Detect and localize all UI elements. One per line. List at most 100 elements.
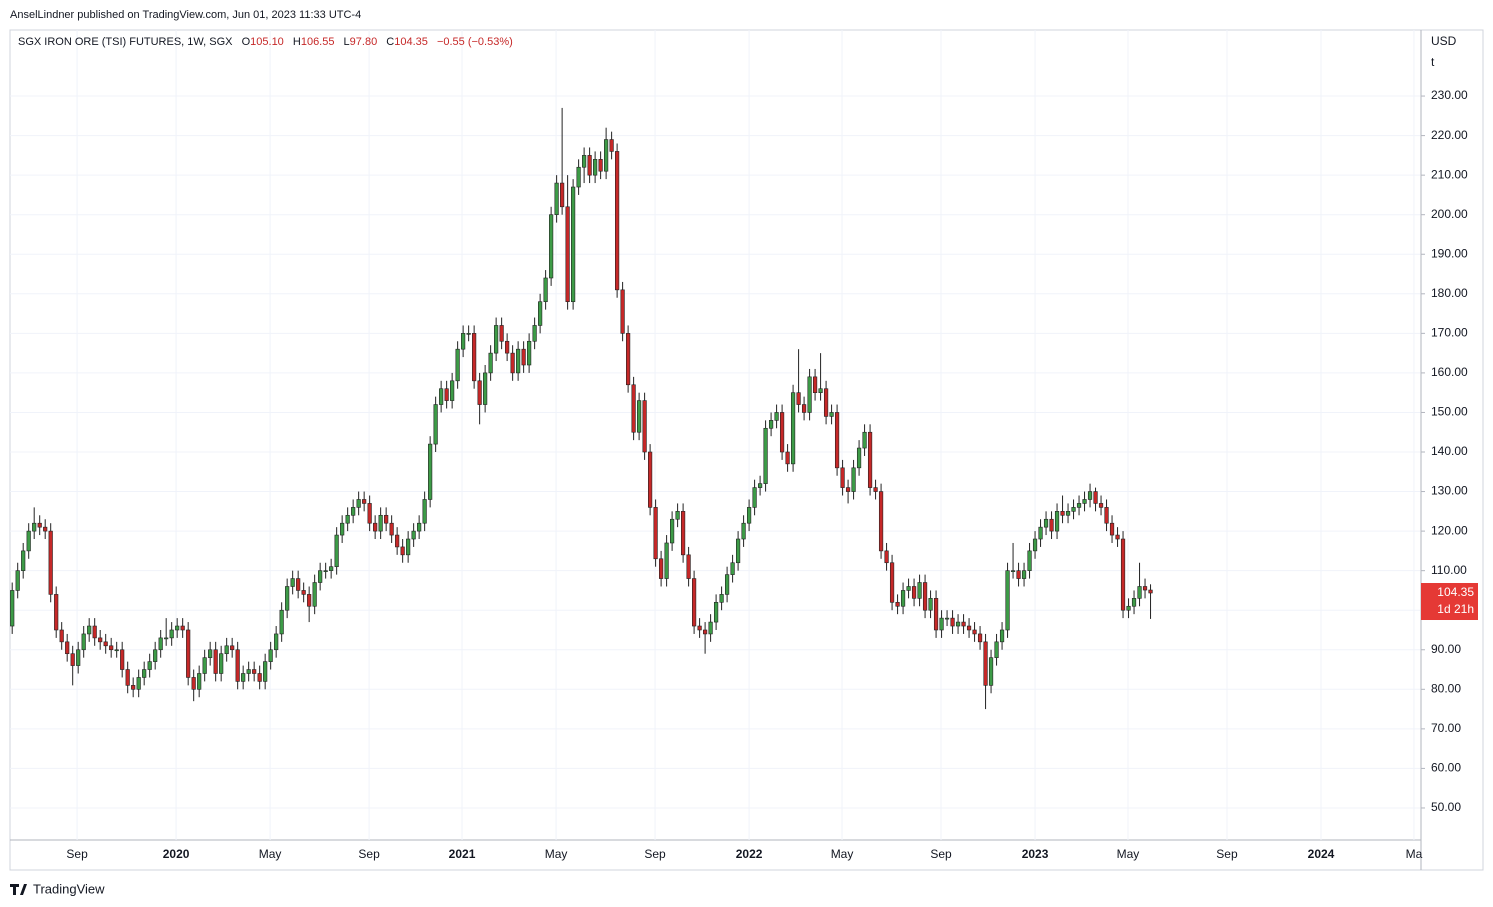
candle-body xyxy=(1054,511,1060,532)
candle-body xyxy=(147,661,152,670)
candle-body xyxy=(26,530,31,552)
candle-body xyxy=(257,673,262,682)
candle-body xyxy=(109,645,114,651)
candle-body xyxy=(164,637,169,640)
candle-body xyxy=(296,578,301,591)
candle-body xyxy=(477,380,482,405)
candles xyxy=(10,107,1153,710)
candle-body xyxy=(862,431,867,449)
candle-body xyxy=(1120,538,1126,611)
x-tick-label: 2023 xyxy=(1022,847,1049,861)
candle-body xyxy=(285,586,290,611)
candle-body xyxy=(703,629,708,635)
candle-body xyxy=(466,333,471,335)
publisher-line: AnselLindner published on TradingView.co… xyxy=(10,9,361,21)
x-tick-label: May xyxy=(259,847,282,861)
candle-body xyxy=(774,412,779,421)
x-tick-label: 2020 xyxy=(163,847,190,861)
candle-body xyxy=(70,653,75,666)
legend: SGX IRON ORE (TSI) FUTURES, 1W, SGX O105… xyxy=(18,36,513,48)
candle-body xyxy=(455,348,460,382)
candle-body xyxy=(213,649,218,674)
low-label: L xyxy=(344,36,350,48)
countdown: 1d 21h xyxy=(1437,602,1474,616)
y-tick-label: 50.00 xyxy=(1431,800,1461,814)
y-tick-label: 130.00 xyxy=(1431,484,1468,498)
candle-body xyxy=(1071,507,1076,512)
candle-body xyxy=(450,380,455,401)
candle-body xyxy=(494,325,499,354)
candle-body xyxy=(922,582,928,611)
candle-body xyxy=(565,206,570,303)
candle-body xyxy=(312,582,317,607)
candle-body xyxy=(878,491,884,552)
x-tick-label: Sep xyxy=(66,847,88,861)
close-label: C xyxy=(386,36,394,48)
y-tick-label: 140.00 xyxy=(1431,444,1468,458)
candle-body xyxy=(125,669,130,686)
candle-body xyxy=(845,487,851,492)
candle-body xyxy=(1104,507,1109,524)
candle-body xyxy=(252,669,257,674)
candle-body xyxy=(664,542,669,579)
high-label: H xyxy=(293,36,301,48)
candle-body xyxy=(681,511,686,556)
candle-body xyxy=(169,629,174,639)
candle-body xyxy=(823,388,829,417)
candle-body xyxy=(796,392,801,405)
candle-body xyxy=(175,625,180,631)
candle-body xyxy=(757,483,763,488)
candle-body xyxy=(812,376,818,393)
candle-body xyxy=(895,601,900,607)
x-tick-label: Sep xyxy=(1216,847,1238,861)
x-tick-label: Sep xyxy=(644,847,666,861)
symbol: SGX IRON ORE (TSI) FUTURES, 1W, SGX xyxy=(18,36,233,48)
candle-body xyxy=(620,289,625,334)
candle-body xyxy=(373,522,378,532)
candle-body xyxy=(1027,550,1032,571)
candle-body xyxy=(686,554,691,579)
candle-body xyxy=(576,166,581,188)
candle-body xyxy=(142,669,147,678)
candle-body xyxy=(988,657,994,686)
candle-body xyxy=(768,420,774,429)
candle-body xyxy=(675,511,680,520)
candle-body xyxy=(977,633,983,643)
candle-body xyxy=(279,609,284,635)
candle-body xyxy=(637,400,642,433)
candle-body xyxy=(543,277,548,303)
candle-body xyxy=(961,621,966,627)
currency: USD xyxy=(1431,34,1457,48)
candle-body xyxy=(642,400,647,453)
candle-body xyxy=(884,550,889,564)
y-tick-label: 70.00 xyxy=(1431,721,1461,735)
candle-body xyxy=(538,301,543,326)
y-tick-label: 170.00 xyxy=(1431,326,1468,340)
candle-body xyxy=(334,534,339,568)
candle-body xyxy=(1148,589,1153,594)
candle-body xyxy=(692,578,697,627)
candle-body xyxy=(10,590,15,627)
candle-body xyxy=(362,499,367,504)
candle-body xyxy=(345,514,350,524)
candle-body xyxy=(840,467,845,488)
candle-body xyxy=(659,558,664,579)
candle-body xyxy=(593,159,598,176)
candle-body xyxy=(202,657,207,674)
candle-body xyxy=(400,546,405,556)
candle-body xyxy=(1098,503,1104,508)
candle-body xyxy=(532,325,537,342)
candle-body xyxy=(615,151,620,291)
candle-body xyxy=(389,522,394,536)
candle-body xyxy=(43,526,48,532)
candle-body xyxy=(999,629,1005,643)
candle-body xyxy=(351,507,356,516)
candle-body xyxy=(598,159,603,172)
candle-body xyxy=(983,641,988,686)
candle-body xyxy=(521,348,526,366)
candle-body xyxy=(1005,570,1010,631)
candle-body xyxy=(224,645,229,655)
candle-body xyxy=(807,376,812,413)
candle-body xyxy=(790,392,796,465)
